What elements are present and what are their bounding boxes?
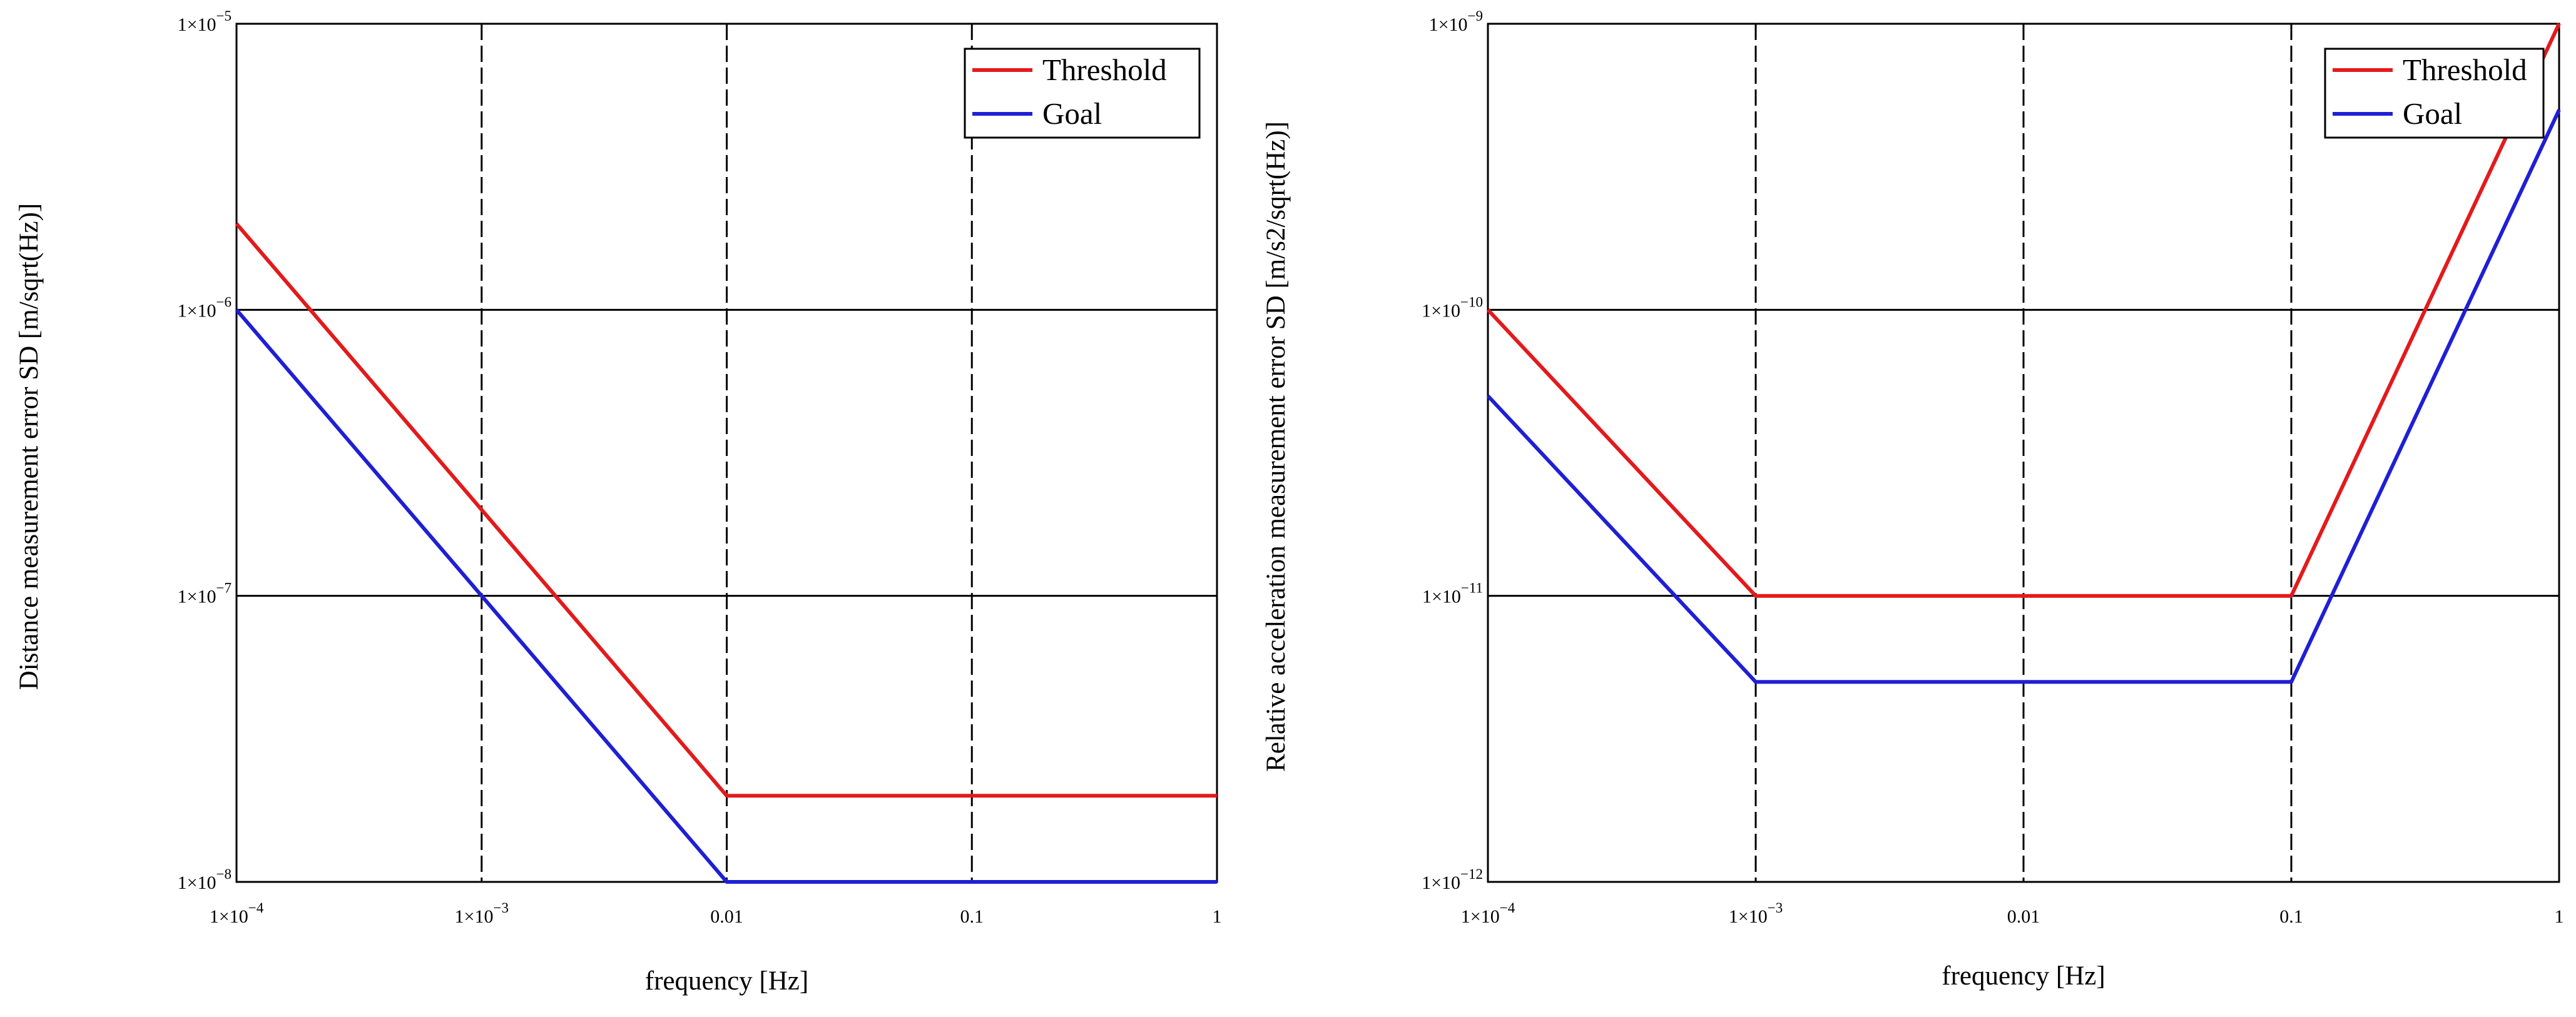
x-tick-label: 1×10−3 [455,900,509,927]
y-tick-label: 1×10−5 [178,8,232,35]
series-line-goal [1486,109,2561,684]
x-tick-label: 0.1 [960,906,984,927]
x-axis-label: frequency [Hz] [1942,961,2105,991]
series-line-threshold [1486,23,2561,598]
legend: Threshold Goal [964,48,1201,139]
x-tick-label: 0.1 [2279,906,2303,927]
legend-box [964,48,1201,139]
plot-frame [1487,23,2560,883]
chart-right: 1×10−4 1×10−3 0.01 0.1 1 1×10−9 1×10−10 1×10−11… [1261,8,2564,991]
y-tick-label: 1×10−12 [1422,866,1483,893]
y-tick-label: 1×10−7 [178,580,232,607]
x-tick-label: 1 [2555,906,2564,927]
y-axis-label: Relative acceleration measurement error … [1261,121,1291,772]
y-axis-label: Distance measurement error SD [m/sqrt(Hz… [14,203,44,691]
legend-box [2324,48,2545,139]
legend-label-goal: Goal [1042,96,1102,131]
y-tick-label: 1×10−9 [1429,8,1483,35]
legend-label-threshold: Threshold [2403,53,2527,87]
chart-left: 1×10−4 1×10−3 0.01 0.1 1 1×10−5 1×10−6 1×10−7 1×… [14,8,1222,996]
legend-label-threshold: Threshold [1042,53,1167,87]
x-tick-label: 1×10−3 [1729,900,1783,927]
x-tick-label: 1 [1213,906,1222,927]
x-tick-label: 0.01 [710,906,743,927]
series-line-threshold [235,222,1217,798]
series-line-goal [235,308,1217,884]
legend-label-goal: Goal [2403,96,2462,131]
y-tick-label: 1×10−10 [1422,294,1483,321]
x-tick-label: 0.01 [2007,906,2040,927]
y-tick-label: 1×10−6 [178,294,232,321]
y-tick-label: 1×10−8 [178,866,232,893]
x-tick-label: 1×10−4 [1461,900,1515,927]
legend: Threshold Goal [2324,48,2545,139]
x-tick-label: 1×10−4 [210,900,264,927]
x-axis-label: frequency [Hz] [645,966,808,996]
y-tick-label: 1×10−11 [1422,580,1483,607]
